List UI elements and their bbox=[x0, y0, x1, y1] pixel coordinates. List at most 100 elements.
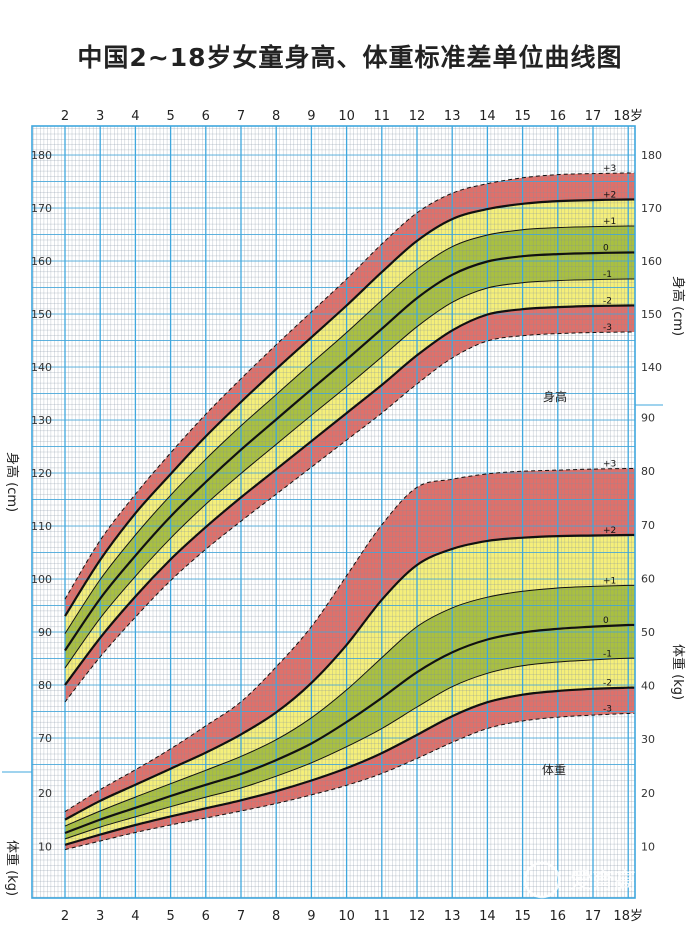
height-series-label: -3 bbox=[603, 323, 612, 333]
x-tick-label-top: 9 bbox=[307, 109, 315, 124]
weight-line--3 bbox=[64, 712, 636, 851]
height-series-label: +2 bbox=[603, 191, 616, 201]
watermark-text: 爱育高 bbox=[570, 869, 636, 894]
right-weight-tick: 80 bbox=[641, 465, 655, 478]
left-weight-tick: 20 bbox=[38, 787, 52, 800]
x-tick-label-bottom: 14 bbox=[479, 909, 496, 924]
right-weight-tick: 50 bbox=[641, 626, 655, 639]
weight-line-0 bbox=[64, 623, 636, 835]
height-line--2 bbox=[64, 304, 636, 686]
x-tick-label-top: 4 bbox=[131, 109, 139, 124]
left-height-tick: 160 bbox=[31, 255, 52, 268]
weight-series-label: -2 bbox=[603, 679, 612, 689]
x-tick-label-top: 2 bbox=[61, 109, 69, 124]
height-line-0 bbox=[64, 251, 636, 652]
x-tick-label-bottom: 9 bbox=[307, 909, 315, 924]
x-tick-label-bottom: 4 bbox=[131, 909, 139, 924]
left-height-axis-label: 身高 (cm) bbox=[4, 452, 20, 512]
height-line-+2 bbox=[64, 198, 636, 617]
height-panel-label: 身高 bbox=[543, 389, 567, 404]
x-tick-label-top: 18岁 bbox=[613, 109, 643, 124]
x-tick-label-bottom: 15 bbox=[514, 909, 531, 924]
x-tick-label-top: 5 bbox=[166, 109, 174, 124]
left-weight-axis-label: 体重 (kg) bbox=[4, 840, 20, 896]
right-weight-axis-label: 体重 (kg) bbox=[670, 644, 686, 700]
right-height-tick: 140 bbox=[641, 361, 662, 374]
x-tick-label-top: 6 bbox=[202, 109, 210, 124]
height-series-label: 0 bbox=[603, 244, 609, 254]
weight-line-+3 bbox=[64, 467, 636, 813]
right-weight-tick: 60 bbox=[641, 572, 655, 585]
left-height-tick: 80 bbox=[38, 679, 52, 692]
right-height-tick: 150 bbox=[641, 308, 662, 321]
x-tick-label-top: 13 bbox=[444, 109, 461, 124]
left-weight-tick: 10 bbox=[38, 840, 52, 853]
left-height-tick: 150 bbox=[31, 308, 52, 321]
x-tick-label-top: 11 bbox=[374, 109, 391, 124]
weight-series-label: +1 bbox=[603, 576, 616, 586]
weight-series-label: -3 bbox=[603, 705, 612, 715]
x-tick-label-bottom: 10 bbox=[338, 909, 355, 924]
chart-title: 中国2~18岁女童身高、体重标准差单位曲线图 bbox=[77, 43, 623, 72]
watermark: 爱育高 bbox=[523, 861, 636, 899]
x-tick-label-bottom: 6 bbox=[202, 909, 210, 924]
axes: 2 2 3 3 4 4 5 5 6 6 7 7 8 8 9 9 10 10 11 11 12 12 13 13 14 14 15 15… bbox=[2, 109, 663, 924]
weight-line-+2 bbox=[64, 533, 636, 821]
x-tick-label-top: 10 bbox=[338, 109, 355, 124]
right-height-tick: 170 bbox=[641, 202, 662, 215]
x-tick-label-top: 15 bbox=[514, 109, 531, 124]
left-height-tick: 180 bbox=[31, 149, 52, 162]
left-height-tick: 110 bbox=[31, 520, 52, 533]
weight-line--2 bbox=[64, 686, 636, 846]
right-height-tick: 160 bbox=[641, 255, 662, 268]
left-height-tick: 100 bbox=[31, 573, 52, 586]
x-tick-label-bottom: 16 bbox=[550, 909, 567, 924]
weight-line--1 bbox=[64, 657, 636, 840]
right-height-tick: 180 bbox=[641, 149, 662, 162]
left-height-tick: 120 bbox=[31, 467, 52, 480]
watermark-logo-icon bbox=[523, 861, 561, 899]
height-series-label: -1 bbox=[603, 270, 612, 280]
weight-series-label: +2 bbox=[603, 526, 616, 536]
left-height-tick: 130 bbox=[31, 414, 52, 427]
grid bbox=[32, 126, 635, 898]
plot-frame bbox=[31, 125, 636, 899]
x-tick-label-bottom: 17 bbox=[585, 909, 602, 924]
series-lines bbox=[64, 172, 636, 851]
height-line--3 bbox=[64, 331, 636, 703]
x-tick-label-top: 8 bbox=[272, 109, 280, 124]
weight-line-+1 bbox=[64, 584, 636, 827]
x-tick-label-bottom: 2 bbox=[61, 909, 69, 924]
x-tick-label-top: 16 bbox=[550, 109, 567, 124]
left-height-tick: 140 bbox=[31, 361, 52, 374]
x-tick-label-bottom: 8 bbox=[272, 909, 280, 924]
height-line-+3 bbox=[64, 172, 636, 600]
x-tick-label-bottom: 18岁 bbox=[613, 909, 643, 924]
height-series-label: +3 bbox=[603, 164, 616, 174]
x-tick-label-top: 17 bbox=[585, 109, 602, 124]
right-weight-tick: 20 bbox=[641, 787, 655, 800]
labels: +3 +2 +1 0 -1 -2 -3 +3 +2 +1 0 -1 -2 -3 bbox=[603, 164, 616, 715]
height-series-label: +1 bbox=[603, 217, 616, 227]
right-weight-tick: 90 bbox=[641, 412, 655, 425]
height-line--1 bbox=[64, 278, 636, 669]
right-weight-tick: 10 bbox=[641, 840, 655, 853]
left-height-tick: 170 bbox=[31, 202, 52, 215]
x-tick-label-bottom: 3 bbox=[96, 909, 104, 924]
right-weight-tick: 40 bbox=[641, 680, 655, 693]
height-line-+1 bbox=[64, 225, 636, 634]
weight-series-label: -1 bbox=[603, 649, 612, 659]
left-height-tick: 90 bbox=[38, 626, 52, 639]
x-tick-label-top: 14 bbox=[479, 109, 496, 124]
left-height-tick: 70 bbox=[38, 732, 52, 745]
x-tick-label-bottom: 11 bbox=[374, 909, 391, 924]
right-weight-tick: 30 bbox=[641, 733, 655, 746]
x-tick-label-bottom: 12 bbox=[409, 909, 426, 924]
x-tick-label-top: 7 bbox=[237, 109, 245, 124]
weight-band-+3-to-+2 bbox=[65, 468, 635, 820]
height-series-label: -2 bbox=[603, 297, 612, 307]
x-tick-label-bottom: 13 bbox=[444, 909, 461, 924]
weight-series-label: +3 bbox=[603, 460, 616, 470]
